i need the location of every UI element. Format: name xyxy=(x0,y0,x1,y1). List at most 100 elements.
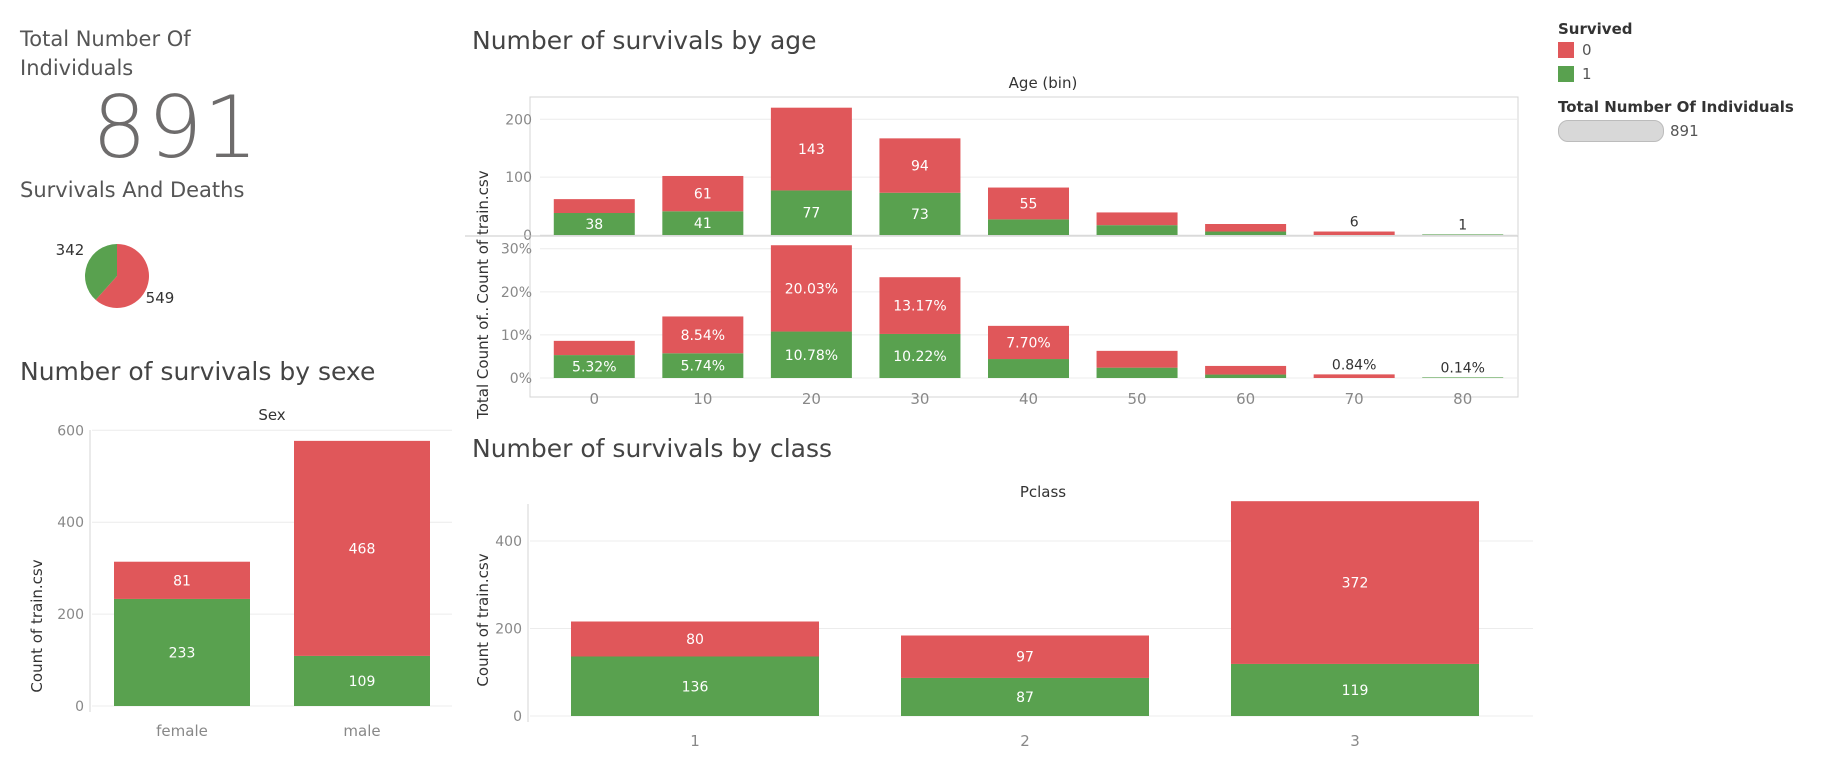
age-pct-bar-died[interactable] xyxy=(988,325,1069,360)
age-pct-bar-survived[interactable] xyxy=(1205,374,1287,378)
sex-ytick: 600 xyxy=(57,423,84,439)
class-xtick: 3 xyxy=(1350,732,1360,750)
age-pct-bar-died[interactable] xyxy=(879,277,961,334)
age-count-bar-survived[interactable] xyxy=(553,213,635,235)
class-bar-survived[interactable] xyxy=(571,656,819,717)
age-count-label-survived: 41 xyxy=(694,216,712,232)
age-pct-ylabel: % of Total Count of.. xyxy=(474,307,492,420)
class-bar-died[interactable] xyxy=(571,621,819,657)
legend-item-survived[interactable]: 1 xyxy=(1558,62,1818,86)
age-count-bar-died[interactable] xyxy=(553,199,635,214)
age-pct-ytick: 10% xyxy=(501,328,532,344)
pie-slice-died[interactable] xyxy=(95,244,149,308)
legend-item-died[interactable]: 0 xyxy=(1558,38,1818,62)
age-pct-bar-survived[interactable] xyxy=(988,359,1069,378)
sex-bar-died[interactable] xyxy=(114,561,250,599)
age-xtick: 10 xyxy=(693,390,712,408)
kpi-label: Total Number Of Individuals xyxy=(20,27,191,80)
age-count-bar-died[interactable] xyxy=(770,107,852,191)
class-xtick: 1 xyxy=(690,732,700,750)
size-legend-item: 891 xyxy=(1558,120,1818,142)
pie-title: Survivals And Deaths xyxy=(20,178,245,202)
age-count-bar-survived[interactable] xyxy=(988,219,1069,235)
class-ytick: 400 xyxy=(495,534,522,550)
age-pct-label-survived: 0.14% xyxy=(1440,360,1484,376)
class-chart[interactable]: Pclass Count of train.csv 0 200 400 1 2 3 136… xyxy=(465,470,1555,760)
age-pct-bars: 5.32% 5.74% 8.54% 10.78% 20.03% 10.22% 13.17% 7… xyxy=(553,245,1504,378)
class-label-died: 80 xyxy=(686,632,704,648)
age-count-label-died: 6 xyxy=(1350,215,1359,231)
age-count-bar-died[interactable] xyxy=(1096,212,1178,226)
age-pct-bar-died[interactable] xyxy=(553,340,635,356)
class-xtick: 2 xyxy=(1020,732,1030,750)
sex-bar-survived[interactable] xyxy=(114,598,250,706)
age-count-bar-survived[interactable] xyxy=(879,192,961,235)
sex-xtick: female xyxy=(156,722,208,740)
age-pct-bar-survived[interactable] xyxy=(553,355,635,378)
age-count-bar-died[interactable] xyxy=(879,138,961,193)
age-pct-bar-died[interactable] xyxy=(770,245,852,332)
sex-bar-died[interactable] xyxy=(294,440,430,656)
sex-xtick: male xyxy=(343,722,380,740)
class-label-survived: 87 xyxy=(1016,690,1034,706)
age-count-label-died: 143 xyxy=(798,142,825,158)
class-bar-died[interactable] xyxy=(1231,501,1479,664)
age-pct-bar-survived[interactable] xyxy=(770,331,852,378)
class-bar-survived[interactable] xyxy=(1231,663,1479,716)
age-count-bar-survived[interactable] xyxy=(1205,231,1287,235)
age-pct-bar-died[interactable] xyxy=(1096,350,1178,368)
age-pct-ytick: 20% xyxy=(501,285,532,301)
sex-chart-title: Number of survivals by sexe xyxy=(20,357,376,386)
age-count-bar-survived[interactable] xyxy=(662,211,744,235)
size-legend-title: Total Number Of Individuals xyxy=(1558,98,1794,116)
size-legend-bar xyxy=(1558,120,1664,142)
legend-label-died: 0 xyxy=(1582,41,1592,59)
class-bar-died[interactable] xyxy=(901,635,1149,678)
sex-chart[interactable]: Sex Count of train.csv 0 200 400 600 female m… xyxy=(20,400,460,760)
age-pct-bar-died[interactable] xyxy=(662,316,744,354)
age-pct-label-survived: 5.32% xyxy=(572,360,616,376)
age-count-bar-died[interactable] xyxy=(1313,231,1395,235)
sex-label-survived: 233 xyxy=(169,645,196,661)
age-pct-bar-survived[interactable] xyxy=(879,333,961,378)
sex-x-header: Sex xyxy=(258,406,285,424)
pie-chart[interactable]: 342 549 xyxy=(40,230,180,330)
class-x-header: Pclass xyxy=(1020,483,1066,501)
class-ytick: 200 xyxy=(495,622,522,638)
pie-label-survived: 342 xyxy=(56,241,85,259)
kpi-value: 891 xyxy=(92,78,260,178)
age-count-label-survived: 77 xyxy=(802,206,820,222)
class-label-died: 97 xyxy=(1016,650,1034,666)
class-label-died: 372 xyxy=(1342,576,1369,592)
age-count-ylabel: Count of train.csv xyxy=(474,170,492,303)
age-count-label-died: 94 xyxy=(911,159,929,175)
sex-ytick: 400 xyxy=(57,515,84,531)
legend-title: Survived xyxy=(1558,20,1633,38)
age-count-bar-died[interactable] xyxy=(1205,224,1287,232)
sex-ylabel: Count of train.csv xyxy=(28,559,46,692)
age-xtick: 80 xyxy=(1453,390,1472,408)
age-count-label-survived: 73 xyxy=(911,207,929,223)
age-count-bar-survived[interactable] xyxy=(1096,225,1178,235)
age-xtick: 60 xyxy=(1236,390,1255,408)
age-pct-bar-died[interactable] xyxy=(1205,365,1287,375)
class-ylabel: Count of train.csv xyxy=(474,553,492,686)
age-count-bar-died[interactable] xyxy=(988,187,1069,220)
legend-swatch-died xyxy=(1558,42,1574,58)
age-count-bar-died[interactable] xyxy=(662,175,744,212)
age-pct-bar-survived[interactable] xyxy=(662,353,744,378)
sex-ytick: 0 xyxy=(75,699,84,715)
class-bar-survived[interactable] xyxy=(901,677,1149,716)
age-pct-label-survived: 5.74% xyxy=(681,359,725,375)
age-count-bar-survived[interactable] xyxy=(770,190,852,235)
sex-bars: 233 81 109 468 xyxy=(114,440,430,706)
pie-slice-survived[interactable] xyxy=(85,244,117,300)
age-xtick: 20 xyxy=(802,390,821,408)
sex-bar-survived[interactable] xyxy=(294,655,430,706)
age-pct-bar-survived[interactable] xyxy=(1422,377,1504,378)
pie-label-died: 549 xyxy=(146,289,175,307)
age-pct-bar-survived[interactable] xyxy=(1096,367,1178,378)
age-count-bar-survived[interactable] xyxy=(1422,234,1504,235)
age-pct-bar-died[interactable] xyxy=(1313,374,1395,378)
